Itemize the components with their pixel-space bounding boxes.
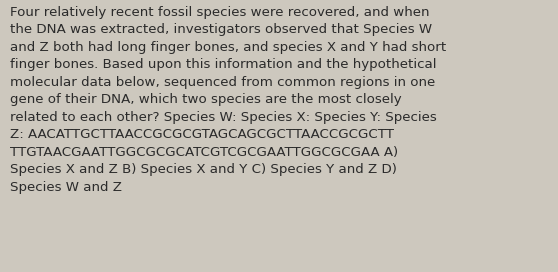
Text: Four relatively recent fossil species were recovered, and when
the DNA was extra: Four relatively recent fossil species we… [10,6,446,194]
